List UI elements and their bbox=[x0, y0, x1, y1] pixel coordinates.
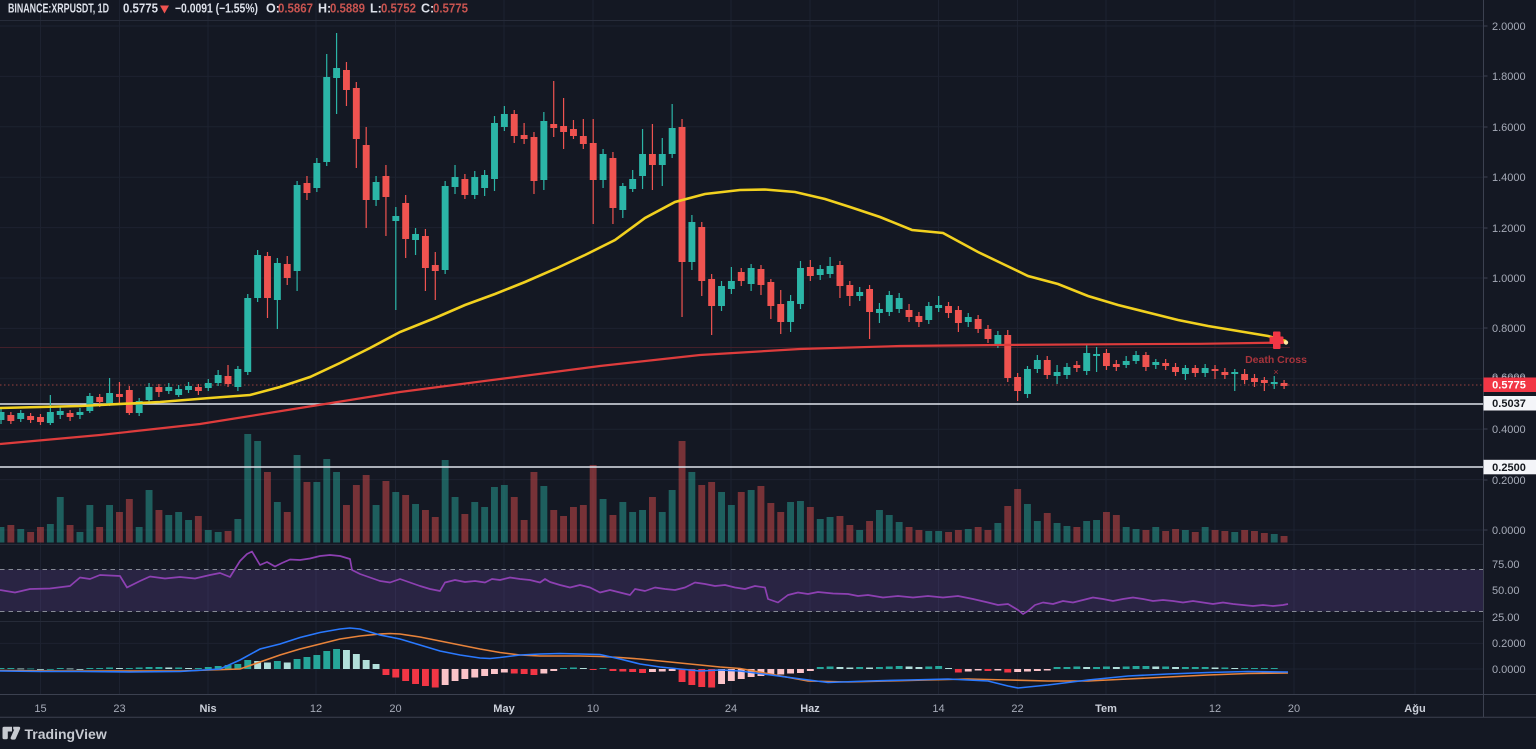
svg-text:Tem: Tem bbox=[1095, 703, 1117, 715]
svg-text:May: May bbox=[493, 703, 515, 715]
svg-text:75.00: 75.00 bbox=[1492, 559, 1520, 571]
svg-text:0.5775: 0.5775 bbox=[1492, 380, 1526, 392]
svg-text:0.2000: 0.2000 bbox=[1492, 638, 1526, 650]
svg-text:0.5775: 0.5775 bbox=[123, 2, 158, 16]
svg-text:20: 20 bbox=[389, 703, 401, 715]
svg-text:1.2000: 1.2000 bbox=[1492, 223, 1526, 235]
svg-text:12: 12 bbox=[310, 703, 322, 715]
svg-text:0.0000: 0.0000 bbox=[1492, 525, 1526, 537]
svg-text:1.8000: 1.8000 bbox=[1492, 71, 1526, 83]
svg-text:−0.0091 (−1.55%): −0.0091 (−1.55%) bbox=[175, 2, 258, 16]
svg-text:0.8000: 0.8000 bbox=[1492, 323, 1526, 335]
svg-text:25.00: 25.00 bbox=[1492, 612, 1520, 624]
svg-text:10: 10 bbox=[587, 703, 599, 715]
svg-text:1.6000: 1.6000 bbox=[1492, 122, 1526, 134]
svg-text:23: 23 bbox=[113, 703, 125, 715]
svg-text:14: 14 bbox=[932, 703, 944, 715]
svg-text:0.5889: 0.5889 bbox=[330, 2, 365, 16]
svg-text:50.00: 50.00 bbox=[1492, 585, 1520, 597]
svg-text:0.5752: 0.5752 bbox=[381, 2, 416, 16]
svg-text:0.4000: 0.4000 bbox=[1492, 424, 1526, 436]
svg-text:Haz: Haz bbox=[800, 703, 820, 715]
svg-text:22: 22 bbox=[1011, 703, 1023, 715]
svg-text:20: 20 bbox=[1288, 703, 1300, 715]
svg-text:0.2500: 0.2500 bbox=[1492, 462, 1526, 474]
svg-text:2.0000: 2.0000 bbox=[1492, 21, 1526, 33]
svg-text:24: 24 bbox=[725, 703, 737, 715]
svg-text:0.5037: 0.5037 bbox=[1492, 398, 1526, 410]
svg-text:Death Cross: Death Cross bbox=[1245, 354, 1307, 366]
svg-text:×: × bbox=[1273, 367, 1278, 377]
svg-text:1.0000: 1.0000 bbox=[1492, 273, 1526, 285]
svg-text:TradingView: TradingView bbox=[25, 726, 107, 742]
svg-text:BINANCE:XRPUSDT, 1D: BINANCE:XRPUSDT, 1D bbox=[8, 2, 109, 16]
svg-text:Ağu: Ağu bbox=[1404, 703, 1425, 715]
svg-text:15: 15 bbox=[34, 703, 46, 715]
svg-text:12: 12 bbox=[1209, 703, 1221, 715]
svg-text:0.2000: 0.2000 bbox=[1492, 475, 1526, 487]
svg-text:Nis: Nis bbox=[199, 703, 216, 715]
svg-text:1.4000: 1.4000 bbox=[1492, 172, 1526, 184]
svg-text:0.5867: 0.5867 bbox=[278, 2, 313, 16]
svg-text:0.5775: 0.5775 bbox=[433, 2, 468, 16]
svg-text:0.0000: 0.0000 bbox=[1492, 664, 1526, 676]
